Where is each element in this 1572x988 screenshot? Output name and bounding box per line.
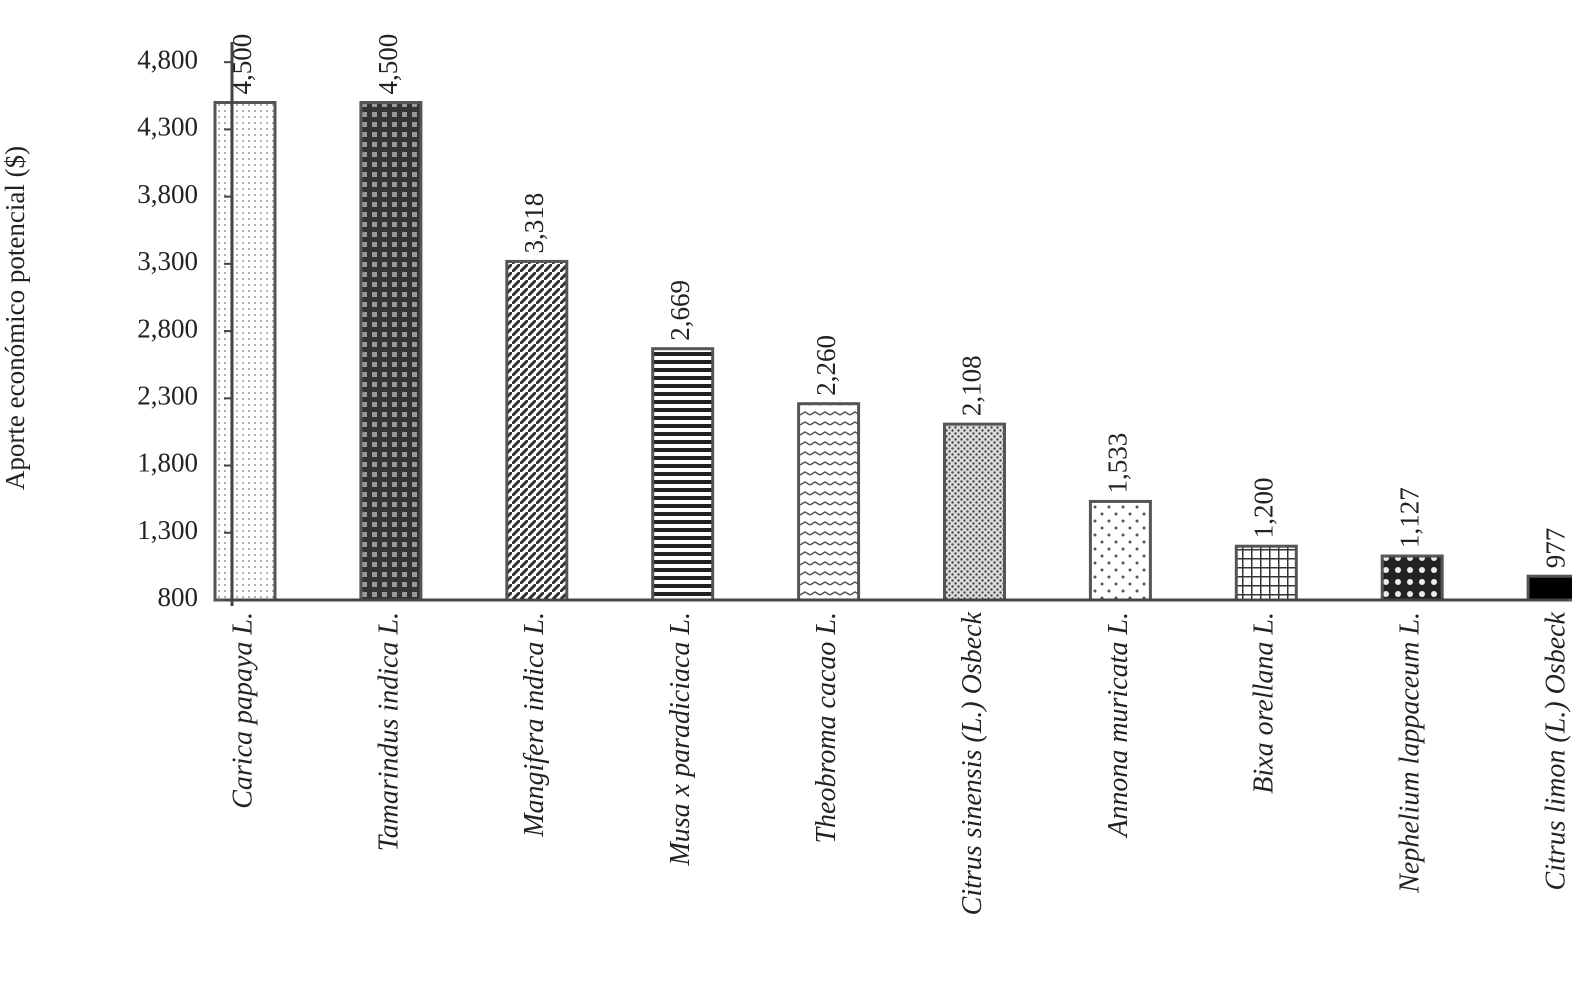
bar — [797, 402, 861, 602]
x-tick-label: Annona muricata L. — [1103, 612, 1134, 839]
y-tick-label: 3,300 — [137, 246, 198, 276]
value-label: 977 — [1540, 528, 1570, 569]
x-tick-label: Theobroma cacao L. — [811, 612, 842, 844]
x-tick-label: Citrus sinensis (L.) Osbeck — [957, 611, 988, 915]
y-tick-label: 1,800 — [137, 448, 198, 478]
x-tick-label: Bixa orellana L. — [1249, 612, 1280, 794]
bar — [1234, 544, 1298, 602]
x-tick-label: Musa x paradiciaca L. — [665, 612, 696, 867]
x-tick-label: Mangifera indica L. — [519, 612, 550, 838]
value-label: 4,500 — [373, 34, 403, 95]
y-tick-label: 1,300 — [137, 515, 198, 545]
bar — [1380, 554, 1444, 602]
y-tick-label: 2,800 — [137, 313, 198, 343]
value-label: 2,260 — [811, 335, 841, 396]
x-tick-label: Citrus limon (L.) Osbeck — [1541, 611, 1572, 890]
x-tick-label: Carica papaya L. — [227, 612, 258, 809]
value-label: 1,127 — [1394, 487, 1424, 548]
y-axis-label: Aporte económico potencial ($) — [0, 146, 30, 490]
value-label: 3,318 — [519, 193, 549, 254]
x-tick-label: Tamarindus indica L. — [373, 612, 404, 851]
y-tick-label: 2,300 — [137, 381, 198, 411]
bar — [1088, 499, 1152, 602]
value-label: 1,200 — [1249, 477, 1279, 538]
bar — [1526, 574, 1572, 602]
bar — [359, 101, 423, 602]
bar — [213, 101, 277, 602]
y-tick-label: 4,300 — [137, 112, 198, 142]
y-tick-label: 800 — [158, 582, 199, 612]
y-tick-label: 3,800 — [137, 179, 198, 209]
bar — [505, 259, 569, 602]
value-label: 1,533 — [1103, 433, 1133, 494]
x-tick-label: Nephelium lappaceum L. — [1395, 612, 1426, 894]
bar — [651, 347, 715, 602]
y-tick-label: 4,800 — [137, 44, 198, 74]
value-label: 2,669 — [665, 280, 695, 341]
value-label: 2,108 — [957, 355, 987, 416]
bar — [943, 422, 1006, 602]
